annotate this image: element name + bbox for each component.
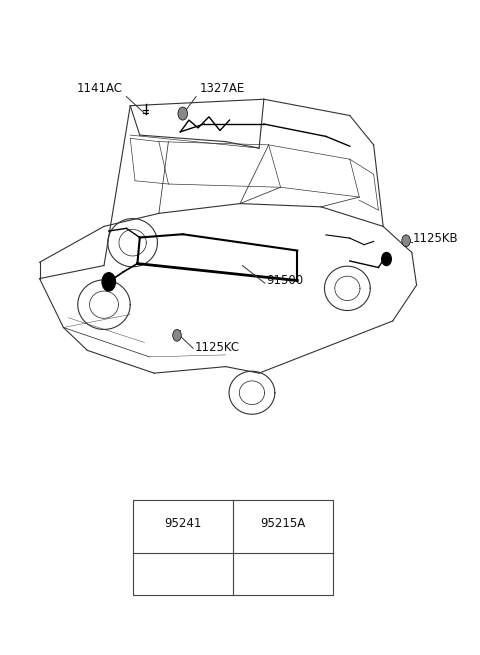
Circle shape <box>178 107 188 120</box>
Text: 95215A: 95215A <box>260 517 306 529</box>
Text: 1327AE: 1327AE <box>199 82 245 95</box>
Text: 1125KB: 1125KB <box>413 232 458 245</box>
Circle shape <box>382 252 391 265</box>
Text: 91500: 91500 <box>266 274 303 287</box>
Text: 95241: 95241 <box>164 517 202 529</box>
Circle shape <box>402 235 410 247</box>
Bar <box>132 500 333 595</box>
Text: 1125KC: 1125KC <box>195 341 240 354</box>
Circle shape <box>173 329 181 341</box>
Circle shape <box>102 272 116 291</box>
Text: 1141AC: 1141AC <box>77 82 123 95</box>
